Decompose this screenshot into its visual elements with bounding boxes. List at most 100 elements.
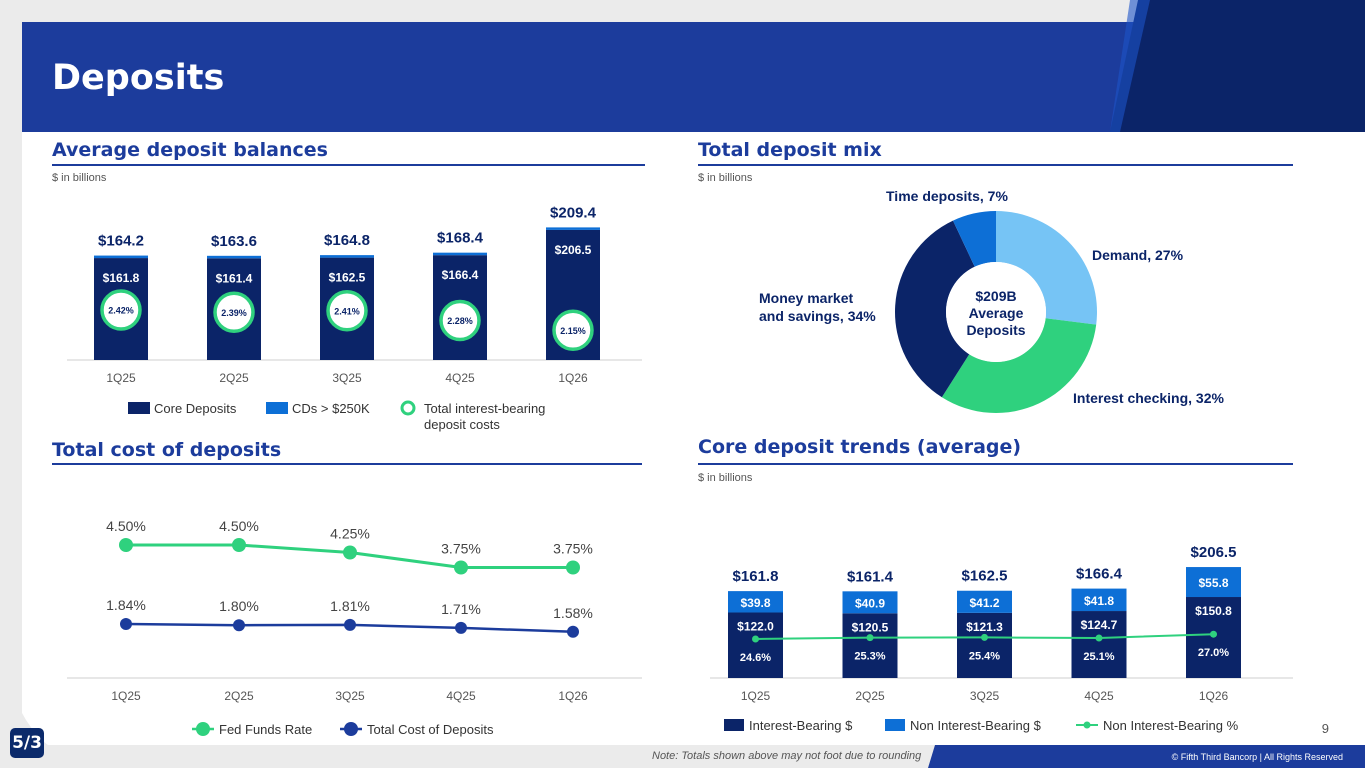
core-nib-label: $39.8 bbox=[740, 596, 770, 610]
avg-core-label: $161.8 bbox=[103, 271, 140, 285]
core-nib-pct-label: 27.0% bbox=[1198, 647, 1229, 659]
mix-center-label: Average bbox=[969, 305, 1024, 321]
core-interest-bearing-bar bbox=[728, 612, 783, 678]
core-nib-pct-point bbox=[1210, 630, 1217, 638]
core-interest-bearing-bar bbox=[842, 613, 898, 678]
avg-rate-label: 2.39% bbox=[221, 308, 247, 318]
core-section-title: Core deposit trends (average) bbox=[698, 436, 1022, 458]
mix-label-money-market: and savings, 34% bbox=[759, 308, 876, 324]
avg-rate-marker bbox=[439, 299, 481, 342]
fed-funds-point bbox=[454, 560, 468, 575]
legend-cd-swatch bbox=[266, 402, 288, 414]
avg-rate-label: 2.42% bbox=[108, 306, 134, 316]
core-interest-bearing-bar bbox=[957, 612, 1012, 678]
core-non-interest-bearing-bar bbox=[1071, 588, 1127, 612]
cost-of-deposits-label: 1.80% bbox=[219, 598, 259, 614]
core-ib-label: $150.8 bbox=[1195, 604, 1232, 618]
core-ib-label: $122.0 bbox=[737, 619, 774, 633]
legend-pct-label: Non Interest-Bearing % bbox=[1103, 718, 1239, 733]
legend-core-swatch bbox=[128, 402, 150, 414]
core-non-interest-bearing-bar bbox=[957, 590, 1012, 613]
avg-cd-bar bbox=[320, 255, 374, 258]
avg-core-label: $161.4 bbox=[216, 271, 253, 285]
mix-slice bbox=[895, 220, 975, 398]
fed-funds-point bbox=[232, 538, 246, 552]
core-total-label: $162.5 bbox=[962, 568, 1008, 585]
legend-cost-label: Total Cost of Deposits bbox=[367, 722, 494, 737]
cost-x-tick: 4Q25 bbox=[446, 689, 476, 703]
legend-core-label: Core Deposits bbox=[154, 401, 237, 416]
core-ib-label: $120.5 bbox=[852, 620, 889, 634]
core-non-interest-bearing-bar bbox=[1186, 567, 1241, 598]
avg-core-label: $206.5 bbox=[555, 243, 592, 257]
core-interest-bearing-bar bbox=[1071, 611, 1127, 678]
legend-pct-swatch bbox=[1083, 721, 1091, 729]
fed-funds-label: 4.50% bbox=[219, 518, 259, 534]
avg-total-label: $164.2 bbox=[98, 233, 144, 250]
avg-units: $ in billions bbox=[52, 172, 107, 184]
core-ib-label: $121.3 bbox=[966, 620, 1003, 634]
legend-rate-label: Total interest-bearing deposit costs bbox=[424, 401, 545, 432]
cost-of-deposits-label: 1.84% bbox=[106, 597, 146, 613]
cost-x-tick: 2Q25 bbox=[224, 689, 254, 703]
mix-units: $ in billions bbox=[698, 172, 753, 184]
mix-label-demand: Demand, 27% bbox=[1092, 247, 1184, 263]
avg-deposit-chart: $164.2 $161.8 2.42% 1Q25 $163.6 $161.4 2.39% 2Q… bbox=[67, 204, 642, 432]
core-ib-label: $124.7 bbox=[1081, 618, 1118, 632]
mix-label-interest-checking: Interest checking, 32% bbox=[1073, 390, 1225, 406]
core-nib-pct-point bbox=[1095, 634, 1103, 642]
avg-section-title: Average deposit balances bbox=[52, 139, 328, 161]
cost-section-title: Total cost of deposits bbox=[52, 439, 282, 461]
mix-label-time-deposits: Time deposits, 7% bbox=[886, 188, 1008, 204]
avg-total-label: $164.8 bbox=[324, 232, 370, 249]
fed-funds-point bbox=[343, 545, 357, 560]
fed-funds-label: 4.25% bbox=[330, 526, 370, 542]
avg-rate-marker bbox=[213, 291, 255, 333]
avg-rate-label: 2.15% bbox=[560, 326, 586, 336]
core-nib-pct-point bbox=[981, 633, 988, 641]
mix-label-money-market: Money market bbox=[759, 290, 853, 306]
core-nib-pct-label: 25.1% bbox=[1083, 651, 1114, 663]
mix-slice bbox=[996, 211, 1097, 325]
core-nib-pct-point bbox=[752, 635, 759, 643]
legend-fed-funds-label: Fed Funds Rate bbox=[219, 722, 312, 737]
core-x-tick: 1Q25 bbox=[741, 689, 771, 703]
mix-section-title: Total deposit mix bbox=[698, 139, 882, 161]
avg-rate-marker bbox=[552, 309, 594, 351]
cost-x-tick: 3Q25 bbox=[335, 689, 365, 703]
avg-rate-label: 2.41% bbox=[334, 306, 360, 316]
cost-of-deposits-point bbox=[344, 618, 356, 631]
cost-of-deposits-point bbox=[233, 619, 245, 632]
avg-cd-bar bbox=[433, 252, 487, 256]
core-nib-label: $41.8 bbox=[1084, 594, 1114, 608]
legend-cd-label: CDs > $250K bbox=[292, 401, 370, 416]
legend-rate-line: Total interest-bearing bbox=[424, 401, 545, 416]
core-units: $ in billions bbox=[698, 472, 753, 484]
core-x-tick: 1Q26 bbox=[1199, 689, 1229, 703]
mix-center-label: $209B bbox=[975, 288, 1016, 304]
avg-cd-bar bbox=[207, 255, 261, 259]
cost-of-deposits-point bbox=[455, 621, 467, 634]
core-nib-pct-point bbox=[866, 634, 874, 642]
core-total-label: $161.8 bbox=[733, 568, 779, 585]
core-x-tick: 4Q25 bbox=[1084, 689, 1114, 703]
core-x-tick: 3Q25 bbox=[970, 689, 1000, 703]
avg-rate-marker bbox=[326, 290, 368, 332]
core-nib-pct-label: 25.4% bbox=[969, 650, 1000, 662]
core-total-label: $166.4 bbox=[1076, 566, 1123, 583]
core-section-rule bbox=[698, 463, 1293, 465]
legend-ib-swatch bbox=[724, 719, 744, 731]
fed-funds-point bbox=[566, 560, 580, 575]
mix-section-rule bbox=[698, 164, 1293, 166]
core-non-interest-bearing-bar bbox=[842, 591, 898, 614]
cost-of-deposits-point bbox=[567, 625, 579, 638]
mix-slice bbox=[952, 211, 996, 267]
avg-x-tick: 1Q25 bbox=[106, 371, 136, 385]
core-nib-label: $41.2 bbox=[969, 596, 999, 610]
avg-cd-bar bbox=[94, 255, 148, 259]
avg-cd-bar bbox=[546, 227, 600, 230]
avg-x-tick: 3Q25 bbox=[332, 371, 362, 385]
core-deposit-chart: $161.8 $39.8 $122.0 24.6% 1Q25 $161.4 $40.9 $12… bbox=[710, 544, 1293, 733]
